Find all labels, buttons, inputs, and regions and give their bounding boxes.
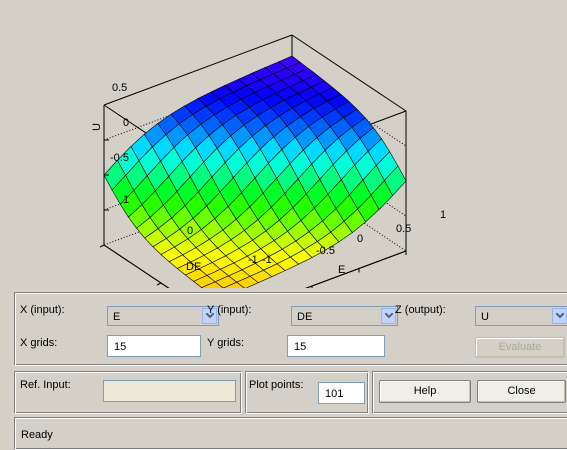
plot-points-label: Plot points:: [249, 379, 304, 391]
z-tick-label: 0.5: [112, 82, 127, 94]
help-button[interactable]: Help: [379, 380, 471, 403]
y-input-value: DE: [297, 311, 313, 323]
z-tick-label: -0.5: [110, 152, 129, 164]
y-tick-label: 1: [123, 194, 129, 206]
x-input-label: X (input):: [20, 304, 65, 316]
plot-box-edge: [99, 244, 105, 248]
x-tick-label: 0.5: [396, 223, 411, 235]
ref-input-label: Ref. Input:: [20, 379, 71, 391]
chevron-down-icon[interactable]: [202, 308, 217, 324]
y-grids-input[interactable]: 15: [287, 335, 385, 357]
plot-box-edge: [291, 69, 407, 147]
y-input-label: Y (input):: [207, 304, 252, 316]
x-tick-label: -0.5: [316, 245, 335, 257]
x-axis-label: E: [338, 264, 345, 276]
buttons-panel: Help Close: [372, 371, 567, 414]
y-tick-label: -1: [248, 254, 258, 266]
surface-patch: [222, 281, 245, 288]
status-bar: Ready: [14, 417, 567, 450]
z-output-select[interactable]: U: [475, 306, 567, 326]
z-axis-label: U: [91, 123, 103, 131]
close-button[interactable]: Close: [477, 380, 566, 403]
x-grids-label: X grids:: [20, 337, 58, 349]
plot-box-edge: [291, 139, 407, 217]
surface-patch: [201, 281, 224, 288]
y-grids-label: Y grids:: [207, 337, 245, 349]
ref-input-panel: Ref. Input:: [14, 371, 242, 414]
plot-box-edge: [291, 174, 407, 252]
plot-box-edge: [156, 282, 162, 286]
y-axis-label: DE: [186, 261, 201, 273]
y-input-select[interactable]: DE: [291, 306, 398, 326]
evaluate-button[interactable]: Evaluate: [475, 337, 565, 358]
x-tick-label: 1: [440, 209, 446, 221]
plot-points-panel: Plot points: 101: [245, 371, 369, 414]
plot-box-edge: [291, 34, 407, 112]
chevron-down-icon[interactable]: [381, 308, 396, 324]
y-tick-label: 0: [187, 225, 193, 237]
z-output-label: Z (output):: [395, 304, 446, 316]
ref-input-field[interactable]: [103, 380, 236, 402]
x-grids-input[interactable]: 15: [107, 335, 201, 357]
x-tick-label: -1: [262, 254, 272, 266]
plot-points-input[interactable]: 101: [318, 382, 365, 404]
controls-panel: X (input): E Y (input): DE Z (output): U…: [14, 292, 567, 366]
x-tick-label: 0: [357, 233, 363, 245]
surface-plot[interactable]: 0.5 0 -0.5 1 0 -1 -1 -0.5 0 0.5 1 U DE E: [0, 0, 567, 288]
x-input-value: E: [113, 311, 121, 323]
x-input-select[interactable]: E: [107, 306, 219, 326]
plot-box-edge: [103, 34, 293, 106]
surface-plot-area[interactable]: 0.5 0 -0.5 1 0 -1 -1 -0.5 0 0.5 1 U DE E: [0, 0, 567, 288]
plot-box-edge: [103, 174, 293, 246]
z-output-value: U: [481, 311, 489, 323]
status-text: Ready: [21, 429, 53, 441]
plot-box-edge: [103, 69, 293, 141]
z-tick-label: 0: [123, 117, 129, 129]
chevron-down-icon[interactable]: [552, 308, 567, 324]
